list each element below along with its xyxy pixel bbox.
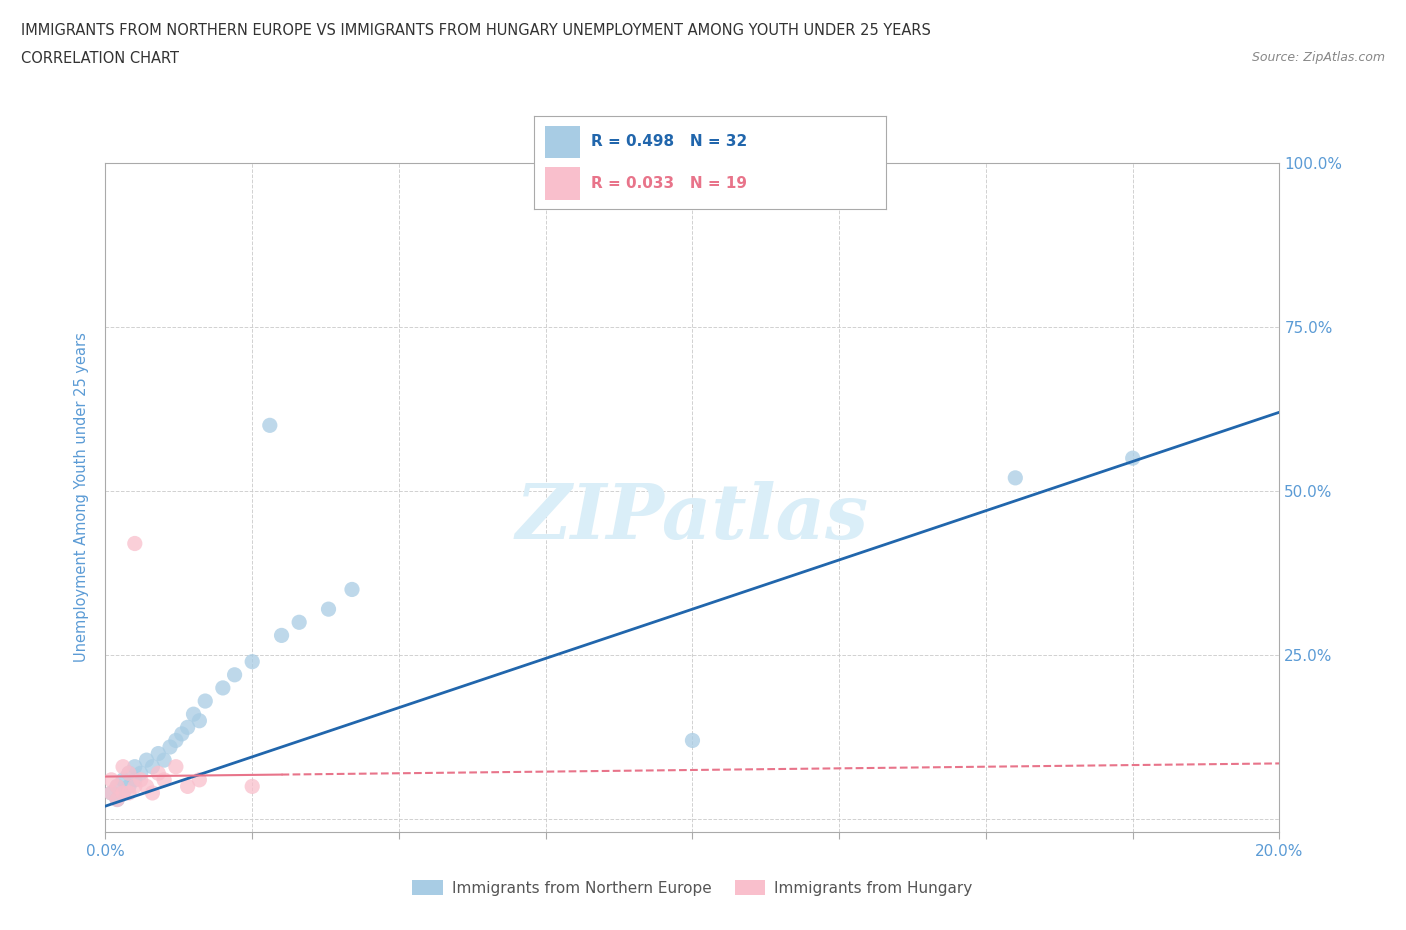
- Point: [211, 681, 233, 696]
- Point: [1004, 471, 1026, 485]
- Point: [318, 602, 340, 617]
- Point: [129, 773, 152, 788]
- Point: [176, 779, 198, 794]
- Point: [112, 786, 135, 801]
- Point: [224, 668, 246, 683]
- Point: [112, 773, 135, 788]
- Point: [118, 765, 141, 780]
- Y-axis label: Unemployment Among Youth under 25 years: Unemployment Among Youth under 25 years: [75, 333, 90, 662]
- Point: [129, 765, 152, 780]
- Point: [240, 779, 263, 794]
- Point: [270, 628, 292, 643]
- Text: R = 0.033   N = 19: R = 0.033 N = 19: [591, 176, 747, 191]
- Point: [118, 786, 141, 801]
- Text: CORRELATION CHART: CORRELATION CHART: [21, 51, 179, 66]
- Point: [105, 792, 128, 807]
- FancyBboxPatch shape: [544, 126, 581, 158]
- Point: [105, 779, 128, 794]
- Point: [100, 786, 122, 801]
- Text: Source: ZipAtlas.com: Source: ZipAtlas.com: [1251, 51, 1385, 64]
- Point: [118, 779, 141, 794]
- Point: [112, 786, 135, 801]
- Point: [148, 746, 170, 761]
- Point: [153, 773, 176, 788]
- Point: [124, 779, 146, 794]
- Point: [124, 773, 146, 788]
- Point: [240, 654, 263, 669]
- Point: [340, 582, 363, 597]
- Point: [148, 765, 170, 780]
- Point: [153, 752, 176, 767]
- Point: [1122, 451, 1144, 466]
- Point: [105, 779, 128, 794]
- Point: [135, 752, 157, 767]
- Point: [159, 739, 181, 754]
- Point: [170, 726, 193, 741]
- Point: [100, 786, 122, 801]
- FancyBboxPatch shape: [544, 167, 581, 200]
- Point: [100, 773, 122, 788]
- Point: [682, 733, 704, 748]
- Point: [135, 779, 157, 794]
- Point: [288, 615, 311, 630]
- Text: R = 0.498   N = 32: R = 0.498 N = 32: [591, 134, 747, 149]
- Point: [165, 733, 187, 748]
- Point: [165, 759, 187, 774]
- Point: [124, 536, 146, 551]
- Point: [141, 786, 163, 801]
- Point: [188, 773, 211, 788]
- Point: [105, 792, 128, 807]
- Point: [124, 759, 146, 774]
- Point: [141, 759, 163, 774]
- Point: [118, 765, 141, 780]
- Point: [176, 720, 198, 735]
- Text: IMMIGRANTS FROM NORTHERN EUROPE VS IMMIGRANTS FROM HUNGARY UNEMPLOYMENT AMONG YO: IMMIGRANTS FROM NORTHERN EUROPE VS IMMIG…: [21, 23, 931, 38]
- Point: [194, 694, 217, 709]
- Text: ZIPatlas: ZIPatlas: [516, 481, 869, 554]
- Point: [188, 713, 211, 728]
- Point: [259, 418, 281, 432]
- Legend: Immigrants from Northern Europe, Immigrants from Hungary: Immigrants from Northern Europe, Immigra…: [406, 873, 979, 902]
- Point: [183, 707, 205, 722]
- Point: [112, 759, 135, 774]
